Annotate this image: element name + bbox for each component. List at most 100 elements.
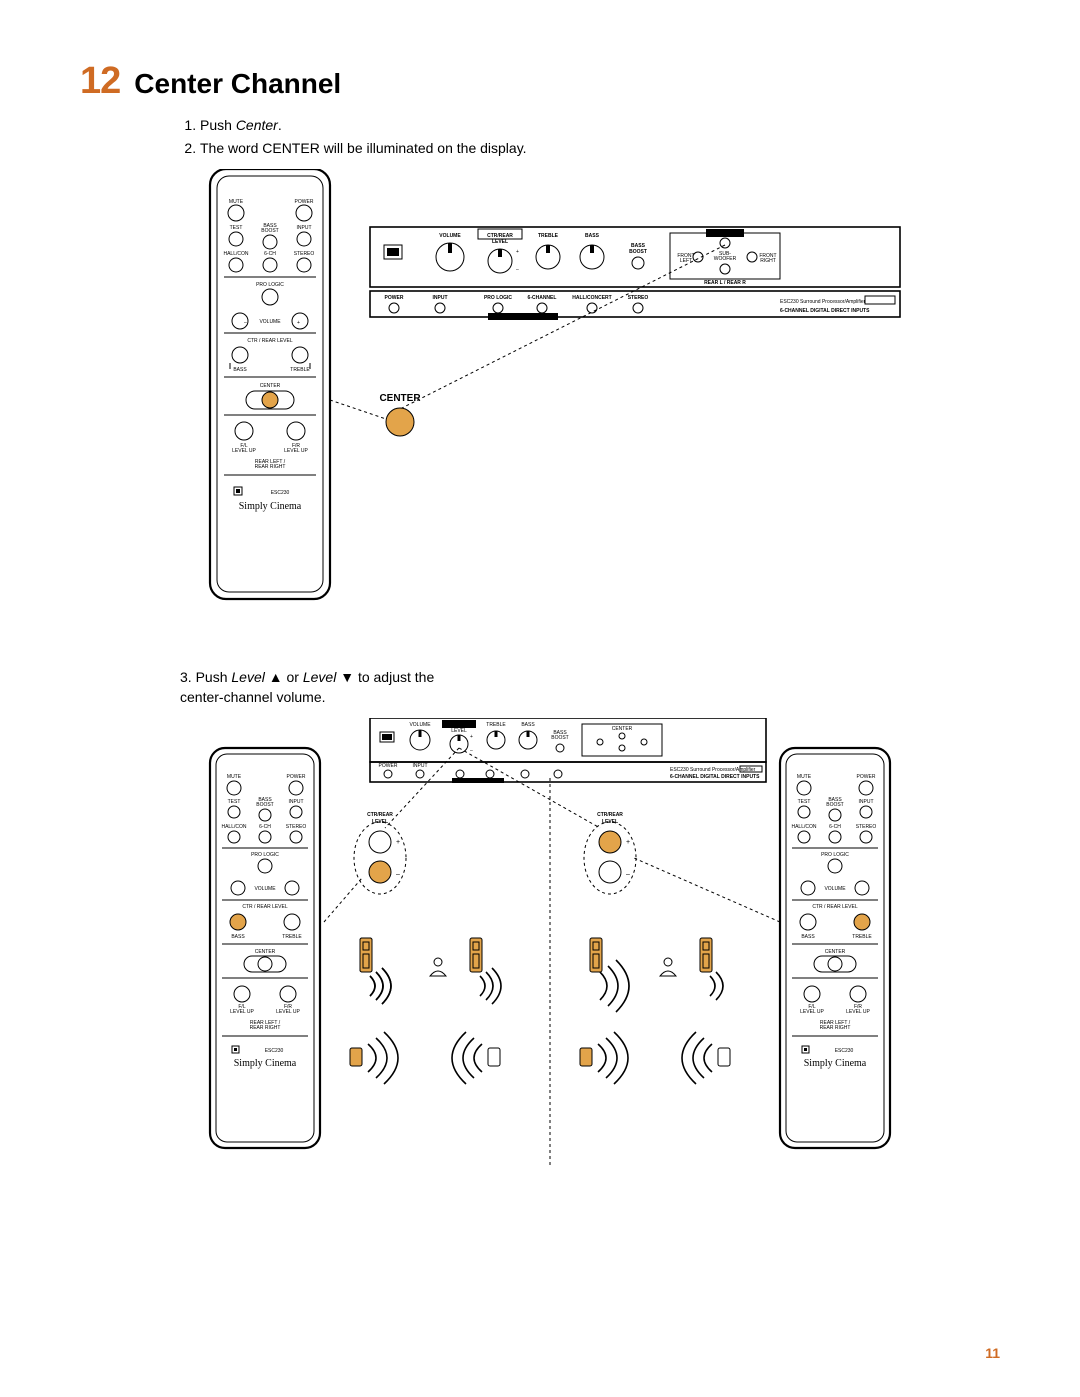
svg-text:DIGITAL DIRECT: DIGITAL DIRECT (504, 315, 543, 321)
svg-text:BASS: BASS (521, 722, 535, 728)
svg-text:LEVEL UP: LEVEL UP (232, 448, 256, 454)
section-heading: 12 Center Channel (80, 60, 1000, 103)
figure-bottom: VOLUME CTR/REAR LEVEL + – TREBLE BASS BA… (80, 718, 1000, 1188)
svg-text:–: – (396, 871, 400, 878)
svg-text:MUTE: MUTE (797, 774, 812, 780)
svg-text:+: + (396, 839, 400, 846)
svg-text:POWER: POWER (385, 295, 404, 301)
svg-text:BOOST: BOOST (629, 249, 647, 255)
svg-text:REAR L / REAR R: REAR L / REAR R (704, 280, 746, 286)
svg-text:6-CHANNEL DIGITAL DIRECT INPUT: 6-CHANNEL DIGITAL DIRECT INPUTS (670, 774, 760, 780)
svg-text:LEVEL UP: LEVEL UP (284, 448, 308, 454)
svg-text:WOOFER: WOOFER (714, 256, 737, 262)
svg-text:CTR / REAR LEVEL: CTR / REAR LEVEL (242, 904, 288, 910)
svg-text:DIGITAL DIRECT: DIGITAL DIRECT (459, 778, 498, 784)
figure-top: MUTE POWER TEST BASS BOOST INPUT HALL/CO… (80, 169, 1000, 649)
svg-text:TEST: TEST (230, 225, 243, 231)
svg-text:BASS: BASS (585, 233, 600, 239)
svg-text:INPUT: INPUT (413, 763, 428, 769)
svg-text:PRO LOGIC: PRO LOGIC (484, 295, 512, 301)
svg-text:CENTER: CENTER (612, 726, 633, 732)
svg-text:VOLUME: VOLUME (824, 886, 846, 892)
svg-text:BASS: BASS (801, 934, 815, 940)
svg-text:TEST: TEST (228, 799, 241, 805)
svg-text:ESC230: ESC230 (265, 1048, 284, 1054)
svg-text:MUTE: MUTE (229, 199, 244, 205)
svg-text:LEVEL UP: LEVEL UP (276, 1009, 300, 1015)
svg-text:PRO LOGIC: PRO LOGIC (821, 852, 849, 858)
svg-text:LEFT: LEFT (680, 258, 692, 264)
svg-text:HALL/CONCERT: HALL/CONCERT (572, 295, 611, 301)
svg-text:INPUT: INPUT (297, 225, 312, 231)
svg-text:CTR/REAR: CTR/REAR (597, 812, 623, 818)
svg-text:STEREO: STEREO (294, 251, 315, 257)
svg-text:6-CH: 6-CH (829, 824, 841, 830)
svg-text:PRO LOGIC: PRO LOGIC (256, 282, 284, 288)
svg-text:TREBLE: TREBLE (290, 367, 310, 373)
svg-text:BASS: BASS (231, 934, 245, 940)
svg-text:POWER: POWER (287, 774, 306, 780)
svg-text:+: + (297, 320, 300, 326)
svg-text:CTR/REAR: CTR/REAR (367, 812, 393, 818)
svg-text:LEVEL UP: LEVEL UP (846, 1009, 870, 1015)
svg-text:POWER: POWER (379, 763, 398, 769)
svg-text:RIGHT: RIGHT (760, 258, 776, 264)
svg-text:VOLUME: VOLUME (409, 722, 431, 728)
svg-text:ESC230 Surround Processor/Amp: ESC230 Surround Processor/Amplifier (780, 299, 866, 305)
svg-text:LEVEL UP: LEVEL UP (230, 1009, 254, 1015)
svg-text:TREBLE: TREBLE (486, 722, 506, 728)
svg-text:POWER: POWER (857, 774, 876, 780)
svg-text:TREBLE: TREBLE (852, 934, 872, 940)
svg-text:TEST: TEST (798, 799, 811, 805)
svg-text:Simply Cinema: Simply Cinema (239, 501, 302, 512)
svg-text:BASS: BASS (233, 367, 247, 373)
svg-text:STEREO: STEREO (286, 824, 307, 830)
page-number: 11 (985, 1345, 1000, 1361)
svg-text:6-CHANNEL DIGITAL DIRECT INPUT: 6-CHANNEL DIGITAL DIRECT INPUTS (780, 308, 870, 314)
svg-text:CTR / REAR LEVEL: CTR / REAR LEVEL (812, 904, 858, 910)
svg-text:HALL/CON: HALL/CON (791, 824, 816, 830)
svg-text:MUTE: MUTE (227, 774, 242, 780)
svg-text:CENTER: CENTER (715, 231, 736, 237)
svg-text:CENTER: CENTER (379, 393, 421, 404)
svg-text:BOOST: BOOST (826, 802, 844, 808)
svg-text:6-CHANNEL: 6-CHANNEL (528, 295, 557, 301)
svg-text:VOLUME: VOLUME (439, 233, 461, 239)
svg-text:REAR RIGHT: REAR RIGHT (250, 1025, 281, 1031)
svg-text:POWER: POWER (295, 199, 314, 205)
svg-text:VOLUME: VOLUME (254, 886, 276, 892)
svg-text:LEVEL: LEVEL (492, 239, 508, 245)
svg-text:Simply Cinema: Simply Cinema (804, 1058, 867, 1069)
svg-text:CENTER: CENTER (825, 949, 846, 955)
step-3: 3. Push Level ▲ or Level ▼ to adjust the… (180, 667, 480, 708)
svg-text:REAR RIGHT: REAR RIGHT (255, 464, 286, 470)
svg-text:HALL/CON: HALL/CON (221, 824, 246, 830)
step-1: Push Center. (200, 115, 1000, 136)
section-title: Center Channel (134, 68, 341, 100)
svg-text:TREBLE: TREBLE (282, 934, 302, 940)
svg-text:LEVEL UP: LEVEL UP (800, 1009, 824, 1015)
svg-text:STEREO: STEREO (856, 824, 877, 830)
svg-text:VOLUME: VOLUME (259, 319, 281, 325)
svg-text:HALL/CON: HALL/CON (223, 251, 248, 257)
svg-text:+: + (470, 734, 473, 740)
svg-text:–: – (470, 748, 473, 754)
svg-text:Simply Cinema: Simply Cinema (234, 1058, 297, 1069)
svg-text:LEVEL: LEVEL (451, 728, 467, 734)
svg-text:REAR RIGHT: REAR RIGHT (820, 1025, 851, 1031)
svg-text:STEREO: STEREO (628, 295, 649, 301)
svg-text:BOOST: BOOST (261, 228, 279, 234)
svg-text:BOOST: BOOST (551, 735, 569, 741)
svg-text:6-CH: 6-CH (259, 824, 271, 830)
svg-text:–: – (244, 320, 247, 326)
svg-text:+: + (516, 249, 519, 255)
section-number: 12 (80, 60, 120, 103)
svg-text:ESC230: ESC230 (835, 1048, 854, 1054)
svg-text:CENTER: CENTER (260, 383, 281, 389)
svg-text:–: – (626, 871, 630, 878)
svg-text:INPUT: INPUT (433, 295, 448, 301)
steps-top-list: Push Center. The word CENTER will be ill… (160, 115, 1000, 159)
svg-text:CTR / REAR LEVEL: CTR / REAR LEVEL (247, 338, 293, 344)
svg-text:–: – (516, 267, 519, 273)
svg-text:INPUT: INPUT (859, 799, 874, 805)
